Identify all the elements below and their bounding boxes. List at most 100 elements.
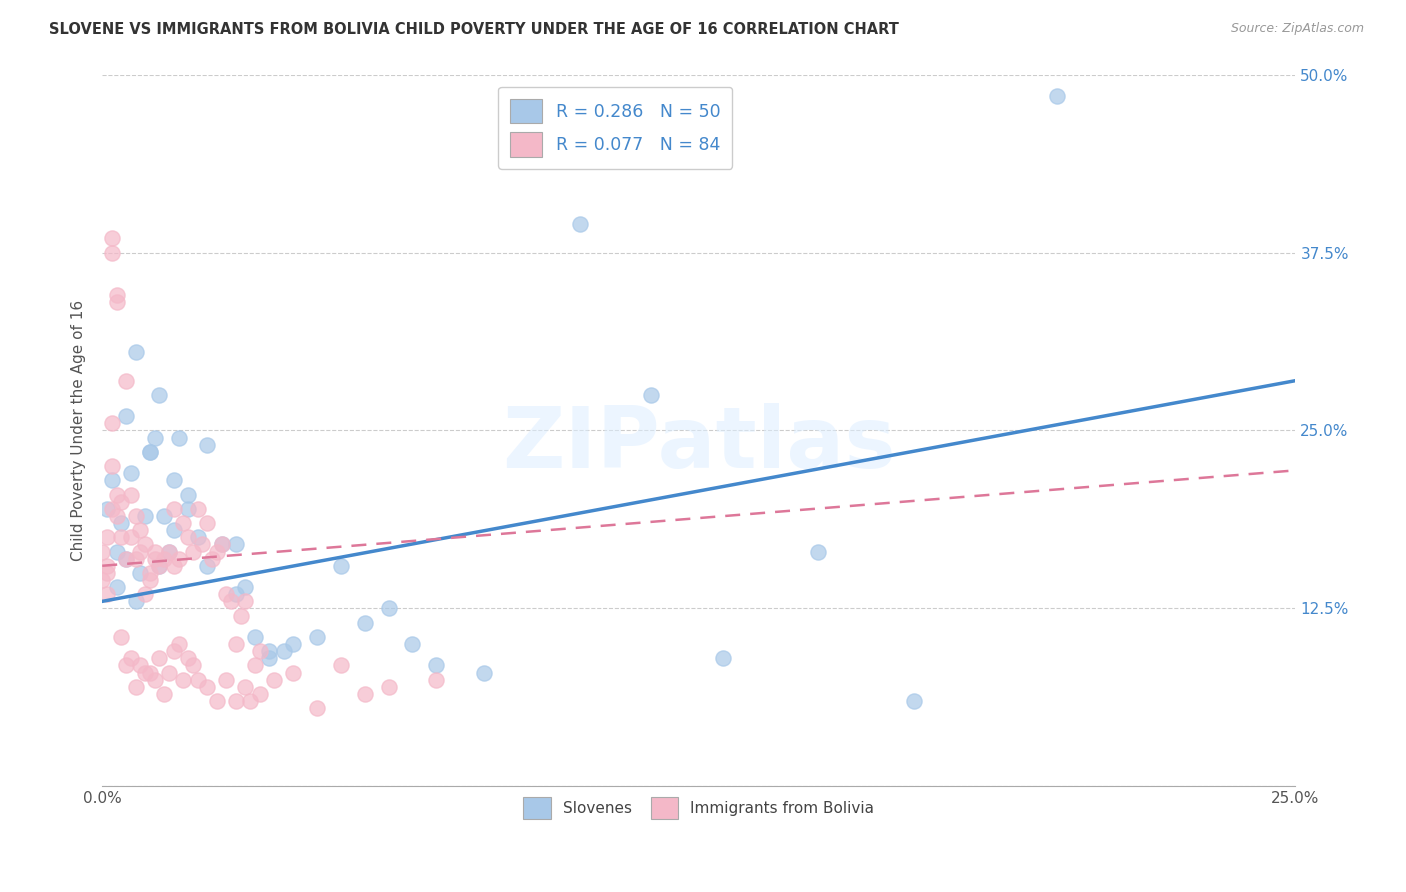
Point	[903, 694, 925, 708]
Point	[105, 508, 128, 523]
Point	[129, 544, 152, 558]
Point	[425, 673, 447, 687]
Point	[187, 673, 209, 687]
Point	[195, 680, 218, 694]
Point	[124, 551, 146, 566]
Point	[273, 644, 295, 658]
Point	[134, 508, 156, 523]
Point	[110, 494, 132, 508]
Point	[100, 417, 122, 431]
Point	[143, 544, 166, 558]
Point	[520, 153, 543, 167]
Point	[139, 573, 162, 587]
Point	[100, 473, 122, 487]
Point	[249, 644, 271, 658]
Point	[115, 551, 138, 566]
Point	[163, 501, 186, 516]
Point	[191, 537, 214, 551]
Point	[195, 438, 218, 452]
Point	[110, 530, 132, 544]
Point	[100, 245, 122, 260]
Point	[153, 551, 176, 566]
Point	[157, 665, 180, 680]
Point	[225, 637, 247, 651]
Point	[100, 459, 122, 474]
Point	[163, 644, 186, 658]
Point	[120, 487, 142, 501]
Point	[219, 594, 242, 608]
Point	[124, 508, 146, 523]
Point	[807, 544, 830, 558]
Point	[235, 580, 257, 594]
Point	[134, 587, 156, 601]
Point	[96, 558, 118, 573]
Point	[139, 665, 162, 680]
Text: Source: ZipAtlas.com: Source: ZipAtlas.com	[1230, 22, 1364, 36]
Point	[91, 544, 114, 558]
Point	[329, 658, 352, 673]
Point	[305, 630, 328, 644]
Point	[110, 630, 132, 644]
Point	[177, 651, 200, 665]
Point	[115, 409, 138, 424]
Point	[115, 374, 138, 388]
Point	[225, 537, 247, 551]
Point	[640, 388, 662, 402]
Point	[153, 687, 176, 701]
Point	[100, 231, 122, 245]
Point	[134, 537, 156, 551]
Point	[243, 630, 266, 644]
Point	[1046, 88, 1069, 103]
Point	[177, 487, 200, 501]
Point	[181, 658, 204, 673]
Point	[139, 445, 162, 459]
Point	[143, 431, 166, 445]
Point	[167, 551, 190, 566]
Point	[305, 701, 328, 715]
Point	[229, 608, 252, 623]
Point	[281, 665, 304, 680]
Point	[215, 587, 238, 601]
Point	[157, 544, 180, 558]
Point	[124, 345, 146, 359]
Point	[401, 637, 423, 651]
Point	[105, 288, 128, 302]
Point	[163, 558, 186, 573]
Point	[195, 558, 218, 573]
Point	[167, 637, 190, 651]
Text: SLOVENE VS IMMIGRANTS FROM BOLIVIA CHILD POVERTY UNDER THE AGE OF 16 CORRELATION: SLOVENE VS IMMIGRANTS FROM BOLIVIA CHILD…	[49, 22, 898, 37]
Point	[259, 651, 281, 665]
Point	[225, 694, 247, 708]
Point	[259, 644, 281, 658]
Point	[187, 501, 209, 516]
Point	[124, 594, 146, 608]
Point	[205, 544, 228, 558]
Point	[172, 516, 194, 530]
Point	[115, 551, 138, 566]
Y-axis label: Child Poverty Under the Age of 16: Child Poverty Under the Age of 16	[72, 300, 86, 561]
Point	[96, 530, 118, 544]
Point	[105, 544, 128, 558]
Point	[120, 530, 142, 544]
Point	[148, 558, 170, 573]
Point	[353, 687, 375, 701]
Point	[211, 537, 233, 551]
Point	[105, 487, 128, 501]
Point	[157, 544, 180, 558]
Point	[249, 687, 271, 701]
Point	[425, 658, 447, 673]
Point	[105, 295, 128, 310]
Point	[329, 558, 352, 573]
Point	[110, 516, 132, 530]
Point	[263, 673, 285, 687]
Point	[195, 516, 218, 530]
Point	[120, 467, 142, 481]
Text: ZIPatlas: ZIPatlas	[502, 403, 896, 486]
Point	[120, 651, 142, 665]
Point	[211, 537, 233, 551]
Point	[235, 594, 257, 608]
Point	[96, 587, 118, 601]
Point	[225, 587, 247, 601]
Point	[239, 694, 262, 708]
Point	[148, 388, 170, 402]
